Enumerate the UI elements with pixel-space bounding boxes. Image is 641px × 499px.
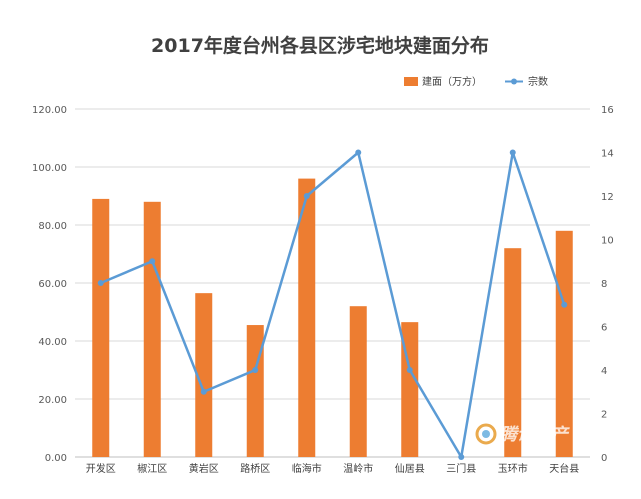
y-right-tick-label: 14	[601, 149, 614, 160]
watermark: 腾讯房产	[475, 423, 570, 445]
y-right-tick-label: 4	[601, 366, 607, 377]
watermark-mark-icon	[482, 430, 490, 438]
line-point	[252, 367, 259, 373]
y-right-tick-label: 8	[601, 279, 607, 290]
y-left-tick-label: 0.00	[45, 453, 67, 464]
y-left-tick-label: 100.00	[32, 163, 67, 174]
y-right-tick-label: 12	[601, 192, 614, 203]
x-tick-label: 椒江区	[137, 462, 167, 475]
legend-swatch-bar	[404, 77, 418, 86]
bar	[349, 306, 367, 457]
legend-label: 建面（万方）	[422, 75, 482, 88]
y-left-tick-label: 40.00	[38, 337, 67, 348]
axes: 0.00 20.00 40.00 60.00 80.00 100.00 120.00 0 2 4 6…	[32, 105, 614, 475]
bar	[92, 198, 110, 457]
x-tick-label: 温岭市	[343, 462, 373, 475]
bar	[298, 178, 316, 457]
line-point	[149, 258, 156, 265]
x-tick-label: 玉环市	[498, 462, 528, 475]
bar	[195, 293, 213, 457]
line-series	[97, 149, 568, 460]
watermark-text: 腾讯房产	[499, 425, 570, 445]
line-point	[355, 149, 362, 156]
y-right-tick-label: 10	[601, 236, 614, 247]
y-left-tick-label: 60.00	[38, 279, 67, 290]
y-left-tick-label: 80.00	[38, 221, 67, 232]
line-point	[458, 454, 465, 460]
y-right-tick-label: 6	[601, 323, 607, 334]
bar	[143, 201, 161, 457]
x-tick-label: 天台县	[549, 462, 579, 475]
y-right-tick-label: 0	[601, 453, 607, 464]
watermark-mark-icon	[475, 423, 497, 445]
line-point	[406, 367, 413, 373]
x-tick-label: 三门县	[446, 462, 476, 475]
line-path	[100, 151, 566, 459]
x-tick-label: 黄岩区	[189, 462, 219, 475]
x-tick-label: 路桥区	[240, 462, 270, 475]
line-point	[561, 301, 568, 308]
bar	[555, 230, 573, 457]
x-tick-label: 临海市	[292, 462, 322, 475]
legend-label: 宗数	[528, 75, 548, 88]
watermark-logo: 腾讯房产	[475, 423, 570, 445]
y-right-tick-label: 2	[601, 410, 607, 421]
x-tick-label: 仙居县	[395, 462, 425, 475]
y-left-tick-label: 20.00	[38, 395, 67, 406]
chart-title: 2017年度台州各县区涉宅地块建面分布	[151, 34, 489, 57]
line-point	[303, 193, 310, 199]
bar	[504, 248, 522, 457]
x-tick-label: 开发区	[86, 462, 116, 475]
line-point	[97, 280, 104, 286]
legend-marker	[511, 78, 517, 85]
line-point	[509, 149, 516, 156]
legend: 建面（万方） 宗数	[404, 75, 548, 88]
y-left-tick-label: 120.00	[32, 105, 67, 116]
bar	[246, 325, 264, 457]
y-right-tick-label: 16	[601, 105, 614, 116]
line-point	[200, 388, 207, 395]
